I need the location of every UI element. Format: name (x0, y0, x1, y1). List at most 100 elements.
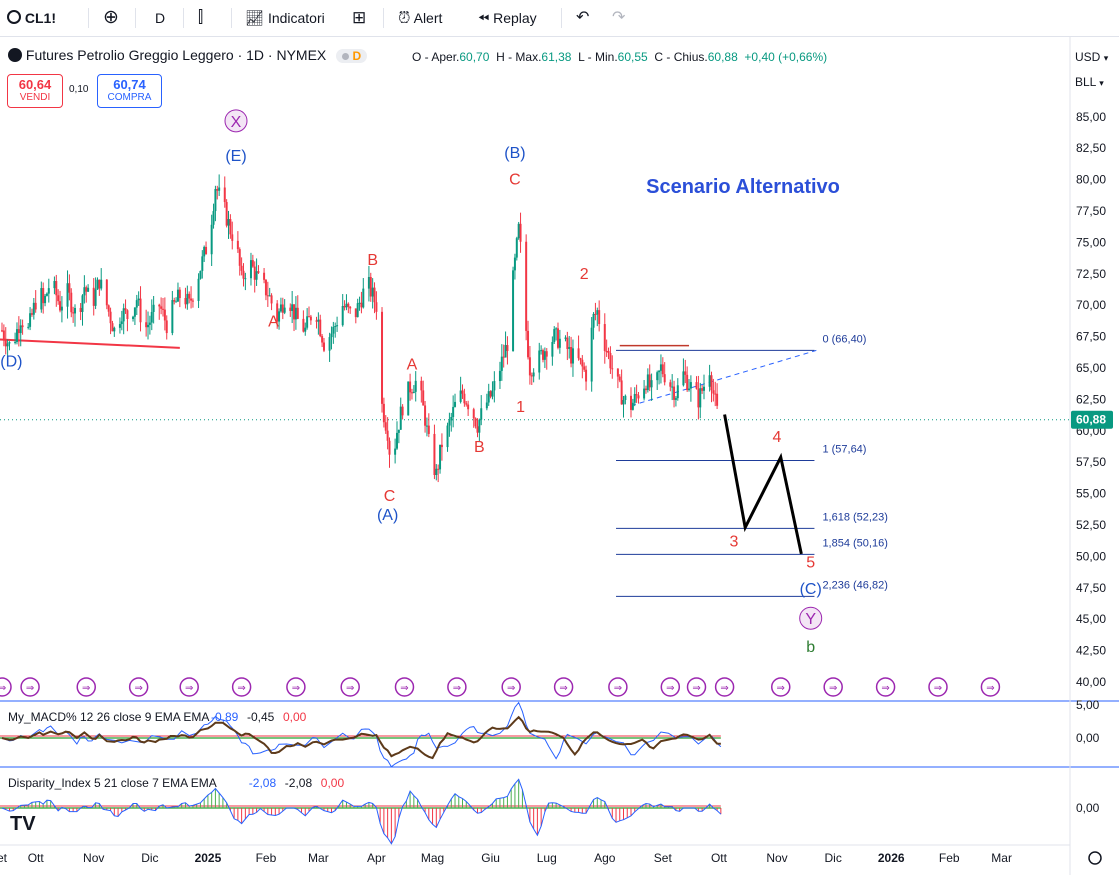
price-tick-label: 57,50 (1076, 455, 1106, 469)
candle-body (682, 371, 685, 386)
candle-body (107, 305, 110, 312)
candle-body (369, 276, 372, 297)
chevron-down-icon: ▾ (1099, 78, 1104, 88)
candles (1, 174, 719, 483)
candle-body (57, 295, 60, 302)
candle-body (424, 405, 427, 426)
candle-body (440, 444, 443, 448)
wave-label-circle (224, 109, 248, 133)
candle-body (44, 295, 47, 304)
divider (135, 8, 136, 28)
candle-body (34, 302, 37, 310)
candle-body (571, 348, 574, 364)
event-marker (447, 677, 467, 697)
candle-body (276, 303, 279, 322)
candle-body (1, 330, 3, 332)
candle-body (577, 348, 580, 359)
divider (183, 8, 184, 28)
candle-body (504, 345, 507, 358)
candle-body (673, 386, 676, 400)
buy-button[interactable]: 60,74 COMPRA (97, 74, 162, 108)
spread-value: 0,10 (69, 84, 89, 95)
candle-body (227, 219, 230, 226)
candle-body (422, 390, 425, 406)
symbol-search-button[interactable]: CL1! (7, 0, 56, 36)
event-marker (501, 677, 521, 697)
candle-body (386, 430, 389, 441)
candle-body (100, 279, 103, 289)
buy-label: COMPRA (107, 92, 152, 103)
event-marker (20, 677, 40, 697)
candle-body (530, 375, 533, 377)
time-tick-label: Dic (141, 851, 158, 865)
candle-body (278, 311, 281, 322)
price-tick-label: 80,00 (1076, 173, 1106, 187)
candle-body (688, 388, 691, 391)
candle-body (160, 306, 163, 309)
indicator-top-label: 5,00 (1076, 698, 1100, 712)
candle-body (47, 288, 50, 294)
time-axis: et Ott Nov Dic 2025 Feb Mar Apr Mag Giu Lug Ago Set O… (0, 851, 1102, 865)
candle-body (686, 374, 689, 391)
candle-body (328, 337, 331, 351)
candle-body (332, 326, 335, 334)
candle-body (40, 288, 43, 310)
indicators-button[interactable]: 📈︎ Indicatori (245, 0, 325, 36)
candle-body (716, 393, 719, 406)
event-marker-glyph: ⇒ (400, 683, 408, 694)
candle-body (500, 356, 503, 371)
event-markers: ⇒ ⇒ ⇒ ⇒ ⇒ ⇒ ⇒ ⇒ ⇒ ⇒ ⇒ ⇒ ⇒ ⇒ ⇒ ⇒ ⇒ ⇒ ⇒ ⇒ ⇒ (0, 677, 1001, 697)
wave-label: 4 (773, 429, 782, 446)
currency-button[interactable]: USD ▾ (1070, 46, 1119, 68)
alert-button[interactable]: ⏰︎ Alert (398, 0, 442, 36)
event-marker-glyph: ⇒ (237, 683, 245, 694)
undo-button[interactable]: ↶ (576, 0, 589, 36)
candle-body (266, 295, 269, 297)
event-marker (231, 677, 252, 697)
candle-body (435, 468, 438, 476)
event-marker-glyph: ⇒ (720, 683, 728, 694)
event-marker-glyph: ⇒ (82, 683, 90, 694)
price-chart[interactable]: 0 (66,40) 1 (57,64) 1,618 (52,23) 1,854 (50… (0, 37, 1119, 875)
replay-button[interactable]: ⏪︎ Replay (478, 0, 537, 36)
unit-button[interactable]: BLL ▾ (1070, 71, 1119, 93)
projection (723, 414, 803, 555)
low-value: 60,55 (617, 50, 648, 64)
candle-body (399, 406, 402, 430)
chart-title: Scenario Alternativo (646, 176, 840, 198)
candle-body (81, 295, 84, 312)
interval-button[interactable]: D (155, 10, 166, 26)
candle-body (489, 391, 492, 397)
event-marker (928, 677, 948, 697)
event-marker-glyph: ⇒ (934, 683, 942, 694)
candle-body (695, 382, 698, 389)
candle-body (616, 368, 619, 377)
price-tick-label: 52,50 (1076, 518, 1106, 532)
candle-body (85, 287, 88, 292)
candle-body (148, 322, 151, 325)
event-marker-glyph: ⇒ (666, 683, 674, 694)
candle-body (176, 289, 179, 302)
chart-type-button[interactable]: ⫿ (198, 0, 203, 36)
candle-body (454, 401, 457, 407)
chart-background (0, 37, 1119, 875)
event-marker (76, 677, 96, 697)
candle-body (448, 420, 451, 426)
sell-button[interactable]: 60,64 VENDI (7, 74, 63, 108)
compare-button[interactable]: ⊕ (103, 0, 119, 36)
candle-body (598, 310, 601, 325)
candle-body (163, 309, 166, 321)
candle-body (412, 391, 415, 393)
candle-body (401, 406, 404, 416)
candle-body (218, 187, 221, 191)
layout-button[interactable]: ⊞ (352, 0, 366, 36)
fib-level-label: 1,854 (50,16) (822, 537, 887, 549)
candle-body (373, 287, 376, 303)
candle-body (315, 320, 318, 322)
price-tick-label: 72,50 (1076, 267, 1106, 281)
event-marker-glyph: ⇒ (453, 683, 461, 694)
candle-body (570, 347, 573, 364)
redo-button[interactable]: ↷ (612, 0, 625, 36)
candle-body (319, 319, 322, 337)
time-tick-label: Nov (83, 851, 104, 865)
